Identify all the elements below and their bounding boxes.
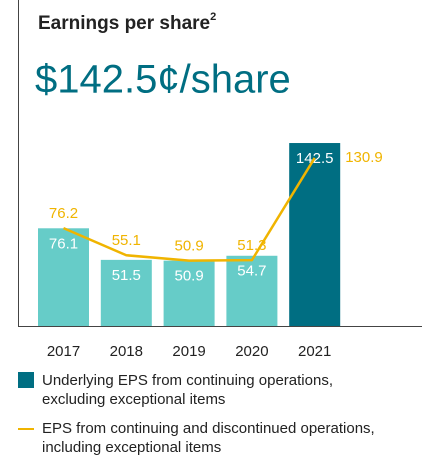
line-value-label: 51.3 xyxy=(237,237,266,254)
bar xyxy=(100,259,152,326)
bar xyxy=(163,260,215,326)
legend-swatch xyxy=(18,372,34,388)
bar xyxy=(289,143,341,326)
line-value-label: 55.1 xyxy=(112,232,141,249)
x-tick-label: 2018 xyxy=(110,343,143,360)
line-value-label: 50.9 xyxy=(174,238,203,255)
x-tick-label: 2021 xyxy=(298,343,331,360)
headline: $142.5¢/share xyxy=(35,58,291,102)
legend-label: EPS from continuing and discontinued ope… xyxy=(42,420,375,456)
legend-item: EPS from continuing and discontinued ope… xyxy=(18,419,422,457)
bar-value-label: 50.9 xyxy=(174,268,203,285)
line-value-label: 130.9 xyxy=(345,149,383,166)
x-tick-label: 2017 xyxy=(47,343,80,360)
bar xyxy=(38,228,89,326)
legend-label: Underlying EPS from continuing operation… xyxy=(42,372,333,408)
bar-value-label: 76.1 xyxy=(49,235,78,252)
title-text: Earnings per share xyxy=(38,13,210,34)
bar xyxy=(226,255,278,326)
line-value-label: 76.2 xyxy=(49,205,78,222)
legend-item: Underlying EPS from continuing operation… xyxy=(18,371,362,409)
chart: Earnings per share2 $142.5¢/share 2017 20… xyxy=(18,0,422,360)
x-tick-label: 2020 xyxy=(235,343,268,360)
legend-swatch xyxy=(18,428,34,430)
x-tick-label: 2019 xyxy=(172,343,205,360)
line xyxy=(63,157,316,262)
bar-value-label: 51.5 xyxy=(112,267,141,284)
title-superscript: 2 xyxy=(210,11,216,23)
bar-value-label: 54.7 xyxy=(237,263,266,280)
chart-title: Earnings per share2 xyxy=(38,11,216,34)
